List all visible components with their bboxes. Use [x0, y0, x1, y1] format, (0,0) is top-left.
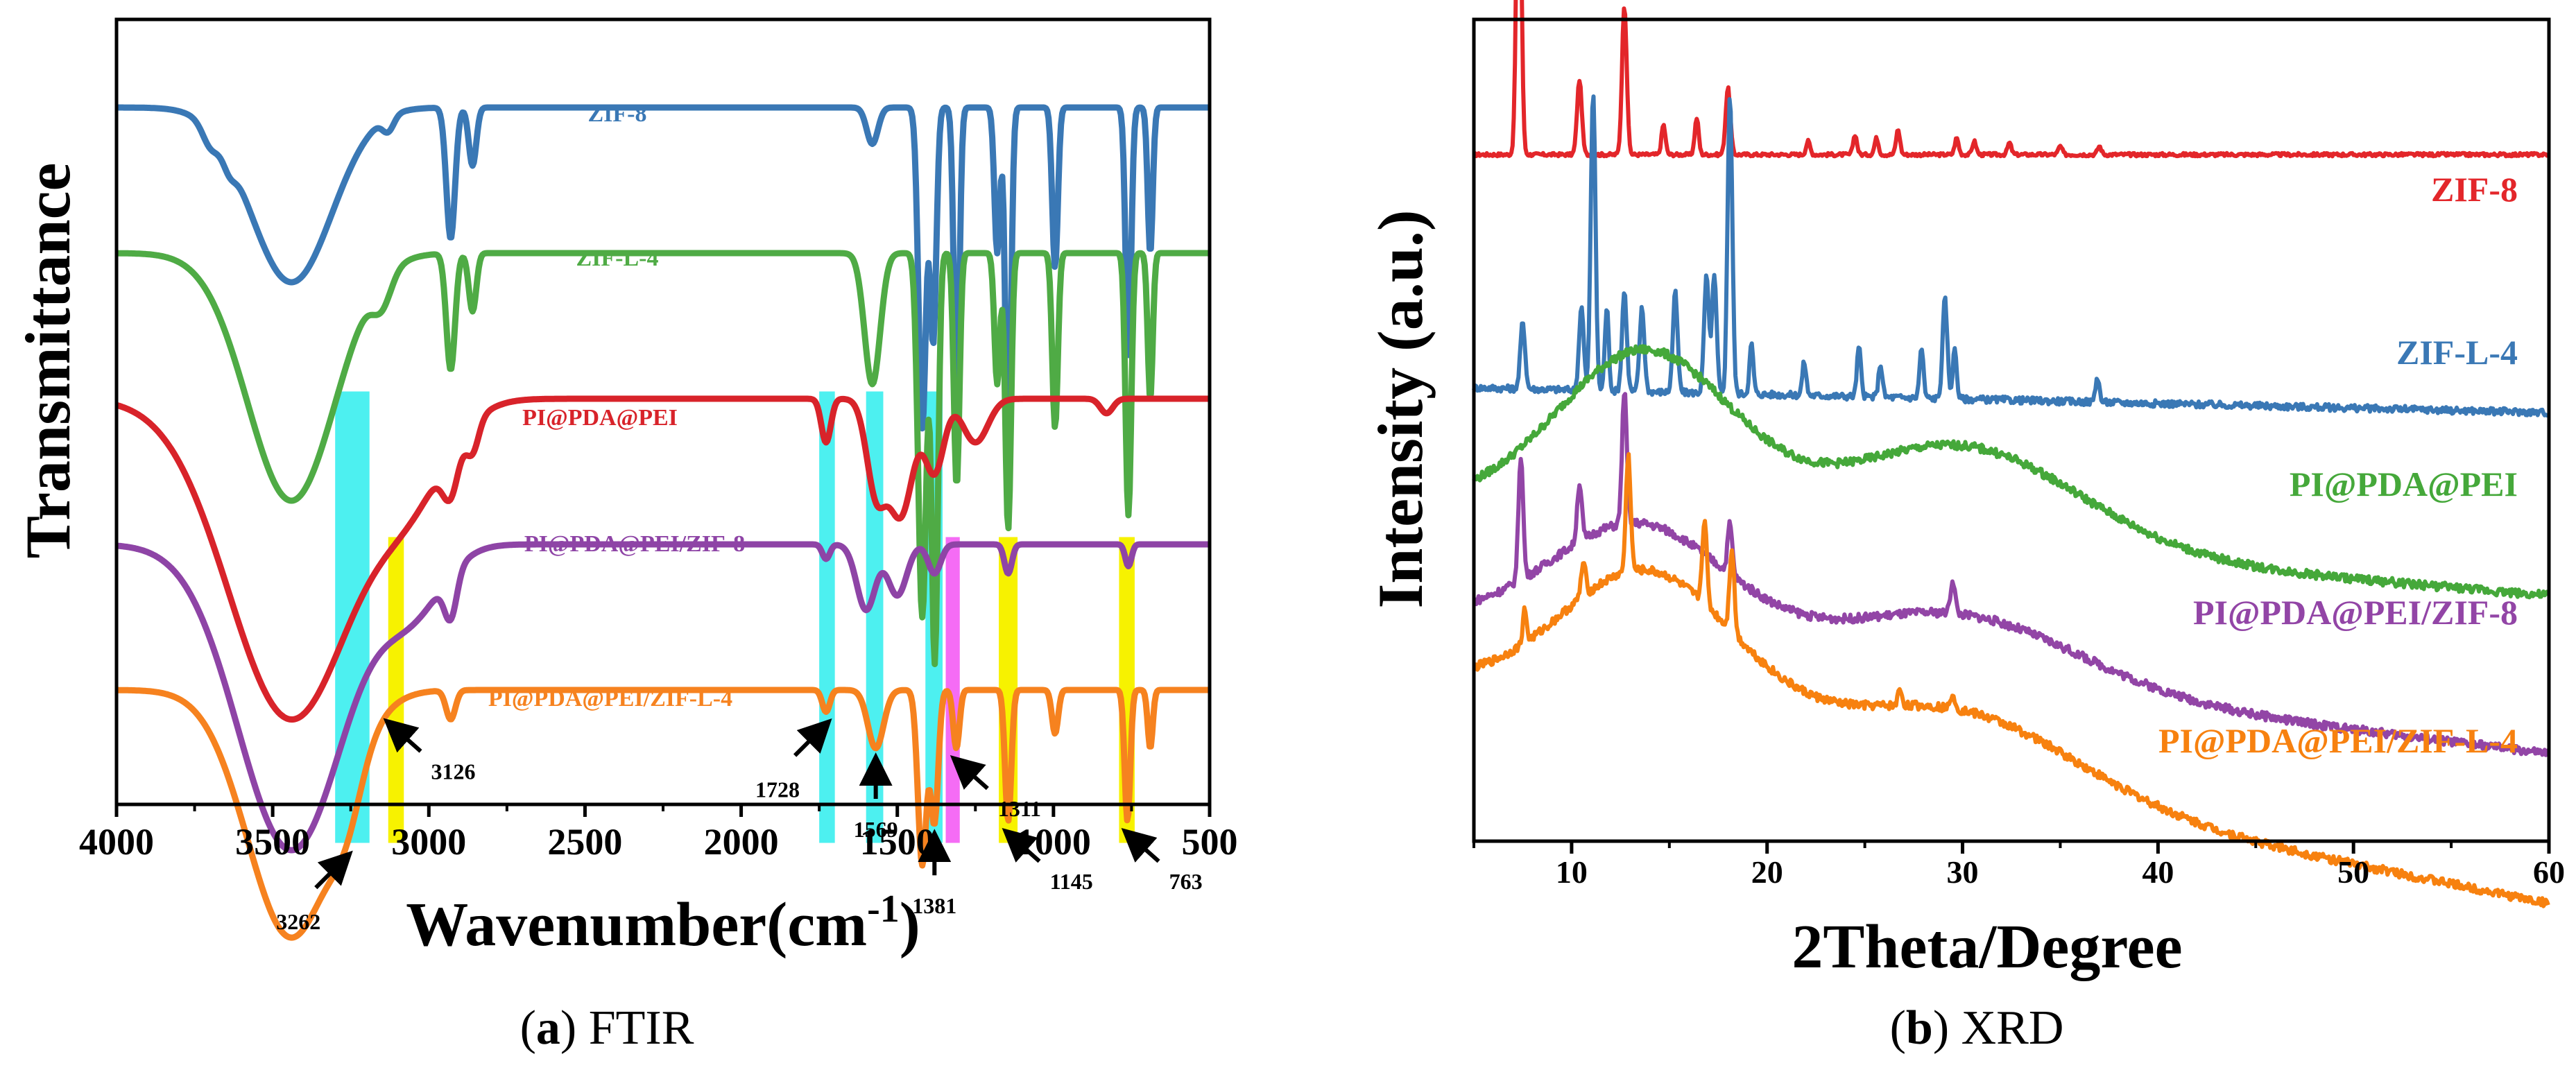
xrd-caption: (b) XRD — [1890, 1001, 2064, 1055]
ftir-peak-label-763: 763 — [1169, 869, 1203, 894]
xrd-tick-label-30: 30 — [1947, 854, 1979, 890]
ftir-series-pi-pda-pei-zif-l-4 — [114, 687, 1212, 941]
xrd-panel: ZIF-8 ZIF-L-4 PI@PDA@PEI PI@PDA@PEI/ZIF-8 PI… — [1365, 0, 2565, 1055]
ftir-tick-label-2000: 2000 — [704, 821, 779, 863]
xrd-series-group — [1472, 0, 2550, 908]
ftir-tick-label-3500: 3500 — [235, 821, 310, 863]
xrd-x-ticks: 10 20 30 40 50 60 — [1472, 841, 2565, 890]
xrd-series-label-pi-pda-pei-zif-l-4: PI@PDA@PEI/ZIF-L-4 — [2158, 721, 2518, 760]
ftir-tick-label-500: 500 — [1182, 821, 1238, 863]
ftir-peak-label-1145: 1145 — [1050, 869, 1093, 894]
ftir-y-axis-title: Transmittance — [12, 163, 83, 559]
ftir-annotations: 3262 3126 1728 1569 1381 1311 1145 763 — [276, 718, 1203, 934]
ftir-peak-label-3262: 3262 — [276, 909, 320, 934]
ftir-tick-label-4000: 4000 — [79, 821, 154, 863]
xrd-tick-label-40: 40 — [2142, 854, 2174, 890]
ftir-series-pi-pda-pei-zif-8 — [114, 541, 1212, 854]
xrd-series-zif-8 — [1472, 0, 2550, 159]
ftir-series-zif-l-4 — [114, 250, 1212, 668]
ftir-peak-label-1381: 1381 — [912, 893, 956, 918]
xrd-tick-label-10: 10 — [1556, 854, 1588, 890]
xrd-y-axis-title: Intensity (a.u.) — [1365, 209, 1436, 608]
xrd-tick-label-50: 50 — [2337, 854, 2369, 890]
ftir-band-1 — [388, 537, 404, 843]
ftir-series-label-pi-pda-pei-zif-l-4: PI@PDA@PEI/ZIF-L-4 — [488, 686, 732, 711]
xrd-series-pi-pda-pei — [1472, 344, 2550, 600]
ftir-series-label-zif-l-4: ZIF-L-4 — [576, 245, 659, 271]
ftir-series-label-pi-pda-pei-zif-8: PI@PDA@PEI/ZIF-8 — [524, 531, 745, 557]
ftir-peak-label-3126: 3126 — [431, 759, 476, 784]
xrd-series-pi-pda-pei-zif-8 — [1472, 392, 2550, 757]
ftir-peak-label-1311: 1311 — [998, 796, 1041, 821]
ftir-series-label-zif-8: ZIF-8 — [588, 101, 647, 127]
xrd-tick-label-20: 20 — [1751, 854, 1783, 890]
ftir-panel: ZIF-8 ZIF-L-4 PI@PDA@PEI PI@PDA@PEI/ZIF-8 PI… — [12, 17, 1238, 1055]
ftir-arrow-1311 — [950, 755, 989, 791]
ftir-arrow-763 — [1121, 828, 1160, 863]
ftir-arrow-3126 — [383, 718, 422, 753]
xrd-series-zif-l-4 — [1472, 94, 2550, 418]
ftir-tick-label-1000: 1000 — [1016, 821, 1091, 863]
xrd-series-label-zif-l-4: ZIF-L-4 — [2396, 333, 2518, 372]
xrd-series-label-pi-pda-pei-zif-8: PI@PDA@PEI/ZIF-8 — [2193, 593, 2518, 632]
ftir-series-pi-pda-pei — [114, 395, 1212, 723]
ftir-caption: (a) FTIR — [520, 1001, 694, 1055]
xrd-plot-frame — [1472, 17, 2551, 843]
ftir-arrow-1145 — [1002, 828, 1041, 863]
ftir-arrow-1728 — [793, 718, 832, 757]
xrd-tick-label-60: 60 — [2533, 854, 2565, 890]
xrd-series-pi-pda-pei-zif-l-4 — [1472, 452, 2550, 908]
ftir-series-labels: ZIF-8 ZIF-L-4 PI@PDA@PEI PI@PDA@PEI/ZIF-8 PI… — [488, 101, 745, 711]
ftir-x-axis-title: Wavenumber(cm-1) — [406, 888, 920, 959]
ftir-arrow-3262 — [314, 850, 353, 890]
xrd-series-label-zif-8: ZIF-8 — [2431, 170, 2518, 209]
xrd-series-labels: ZIF-8 ZIF-L-4 PI@PDA@PEI PI@PDA@PEI/ZIF-8 PI… — [2158, 170, 2518, 760]
ftir-series-zif-8 — [114, 104, 1212, 473]
ftir-peak-label-1569: 1569 — [854, 817, 898, 842]
ftir-tick-label-1500: 1500 — [860, 821, 935, 863]
ftir-tick-label-2500: 2500 — [547, 821, 622, 863]
ftir-x-ticks: 4000 3500 3000 2500 2000 1500 1000 500 — [79, 804, 1238, 863]
ftir-band-2 — [819, 391, 835, 843]
ftir-series-label-pi-pda-pei: PI@PDA@PEI — [522, 405, 678, 431]
xrd-series-label-pi-pda-pei: PI@PDA@PEI — [2290, 465, 2518, 503]
ftir-tick-label-3000: 3000 — [391, 821, 466, 863]
ftir-peak-label-1728: 1728 — [755, 777, 800, 802]
ftir-series-group — [114, 104, 1212, 941]
xrd-x-axis-title: 2Theta/Degree — [1792, 913, 2182, 981]
